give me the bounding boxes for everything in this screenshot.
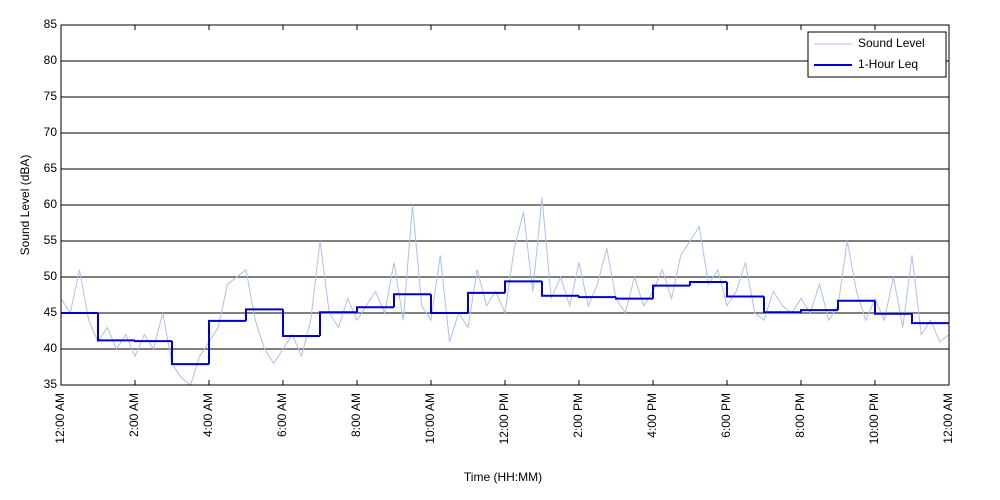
leq-step	[615, 297, 653, 300]
y-tick-label: 60	[44, 197, 58, 211]
x-tick-label: 6:00 AM	[275, 393, 289, 437]
y-tick-label: 70	[44, 125, 58, 139]
leq-step	[578, 295, 616, 299]
leq-step	[134, 340, 172, 343]
leq-step	[282, 309, 320, 338]
leq-step	[726, 282, 764, 298]
y-tick-label: 35	[44, 377, 58, 391]
x-tick-label: 4:00 PM	[645, 393, 659, 438]
legend-label: 1-Hour Leq	[858, 57, 918, 71]
leq-step	[356, 306, 394, 313]
leq-step	[467, 291, 505, 313]
x-tick-label: 12:00 PM	[497, 393, 511, 444]
leq-step	[171, 341, 209, 366]
leq-step	[911, 313, 949, 325]
y-tick-label: 55	[44, 233, 58, 247]
leq-step	[319, 311, 357, 337]
x-tick-label: 10:00 AM	[423, 393, 437, 444]
x-tick-label: 12:00 AM	[941, 393, 955, 444]
x-tick-label: 8:00 AM	[349, 393, 363, 437]
x-tick-label: 4:00 AM	[201, 393, 215, 437]
leq-step	[504, 280, 542, 293]
leq-step	[763, 296, 801, 314]
leq-step	[837, 299, 875, 311]
y-axis-label: Sound Level (dBA)	[18, 155, 32, 256]
legend-box	[807, 31, 947, 78]
x-tick-label: 10:00 PM	[867, 393, 881, 444]
leq-step	[874, 300, 912, 315]
y-tick-label: 40	[44, 341, 58, 355]
leq-step	[97, 313, 135, 342]
y-tick-label: 80	[44, 53, 58, 67]
x-tick-label: 8:00 PM	[793, 393, 807, 438]
y-tick-label: 85	[44, 17, 58, 31]
legend-label: Sound Level	[858, 36, 925, 50]
leq-step	[208, 319, 246, 365]
leq-step	[245, 308, 283, 321]
x-tick-label: 2:00 AM	[127, 393, 141, 437]
x-axis-label: Time (HH:MM)	[464, 470, 542, 484]
legend: Sound Level 1-Hour Leq	[807, 31, 947, 78]
y-tick-label: 65	[44, 161, 58, 175]
leq-step	[800, 309, 838, 313]
leq-step	[652, 284, 690, 299]
x-tick-label: 12:00 AM	[53, 393, 67, 444]
y-tick-label: 75	[44, 89, 58, 103]
x-tick-label: 2:00 PM	[571, 393, 585, 438]
y-tick-label: 50	[44, 269, 58, 283]
x-tick-label: 6:00 PM	[719, 393, 733, 438]
y-tick-label: 45	[44, 305, 58, 319]
plot-frame	[60, 24, 950, 386]
leq-step	[689, 281, 727, 286]
leq-step	[393, 293, 431, 308]
leq-step	[430, 294, 468, 314]
leq-step	[541, 281, 579, 297]
